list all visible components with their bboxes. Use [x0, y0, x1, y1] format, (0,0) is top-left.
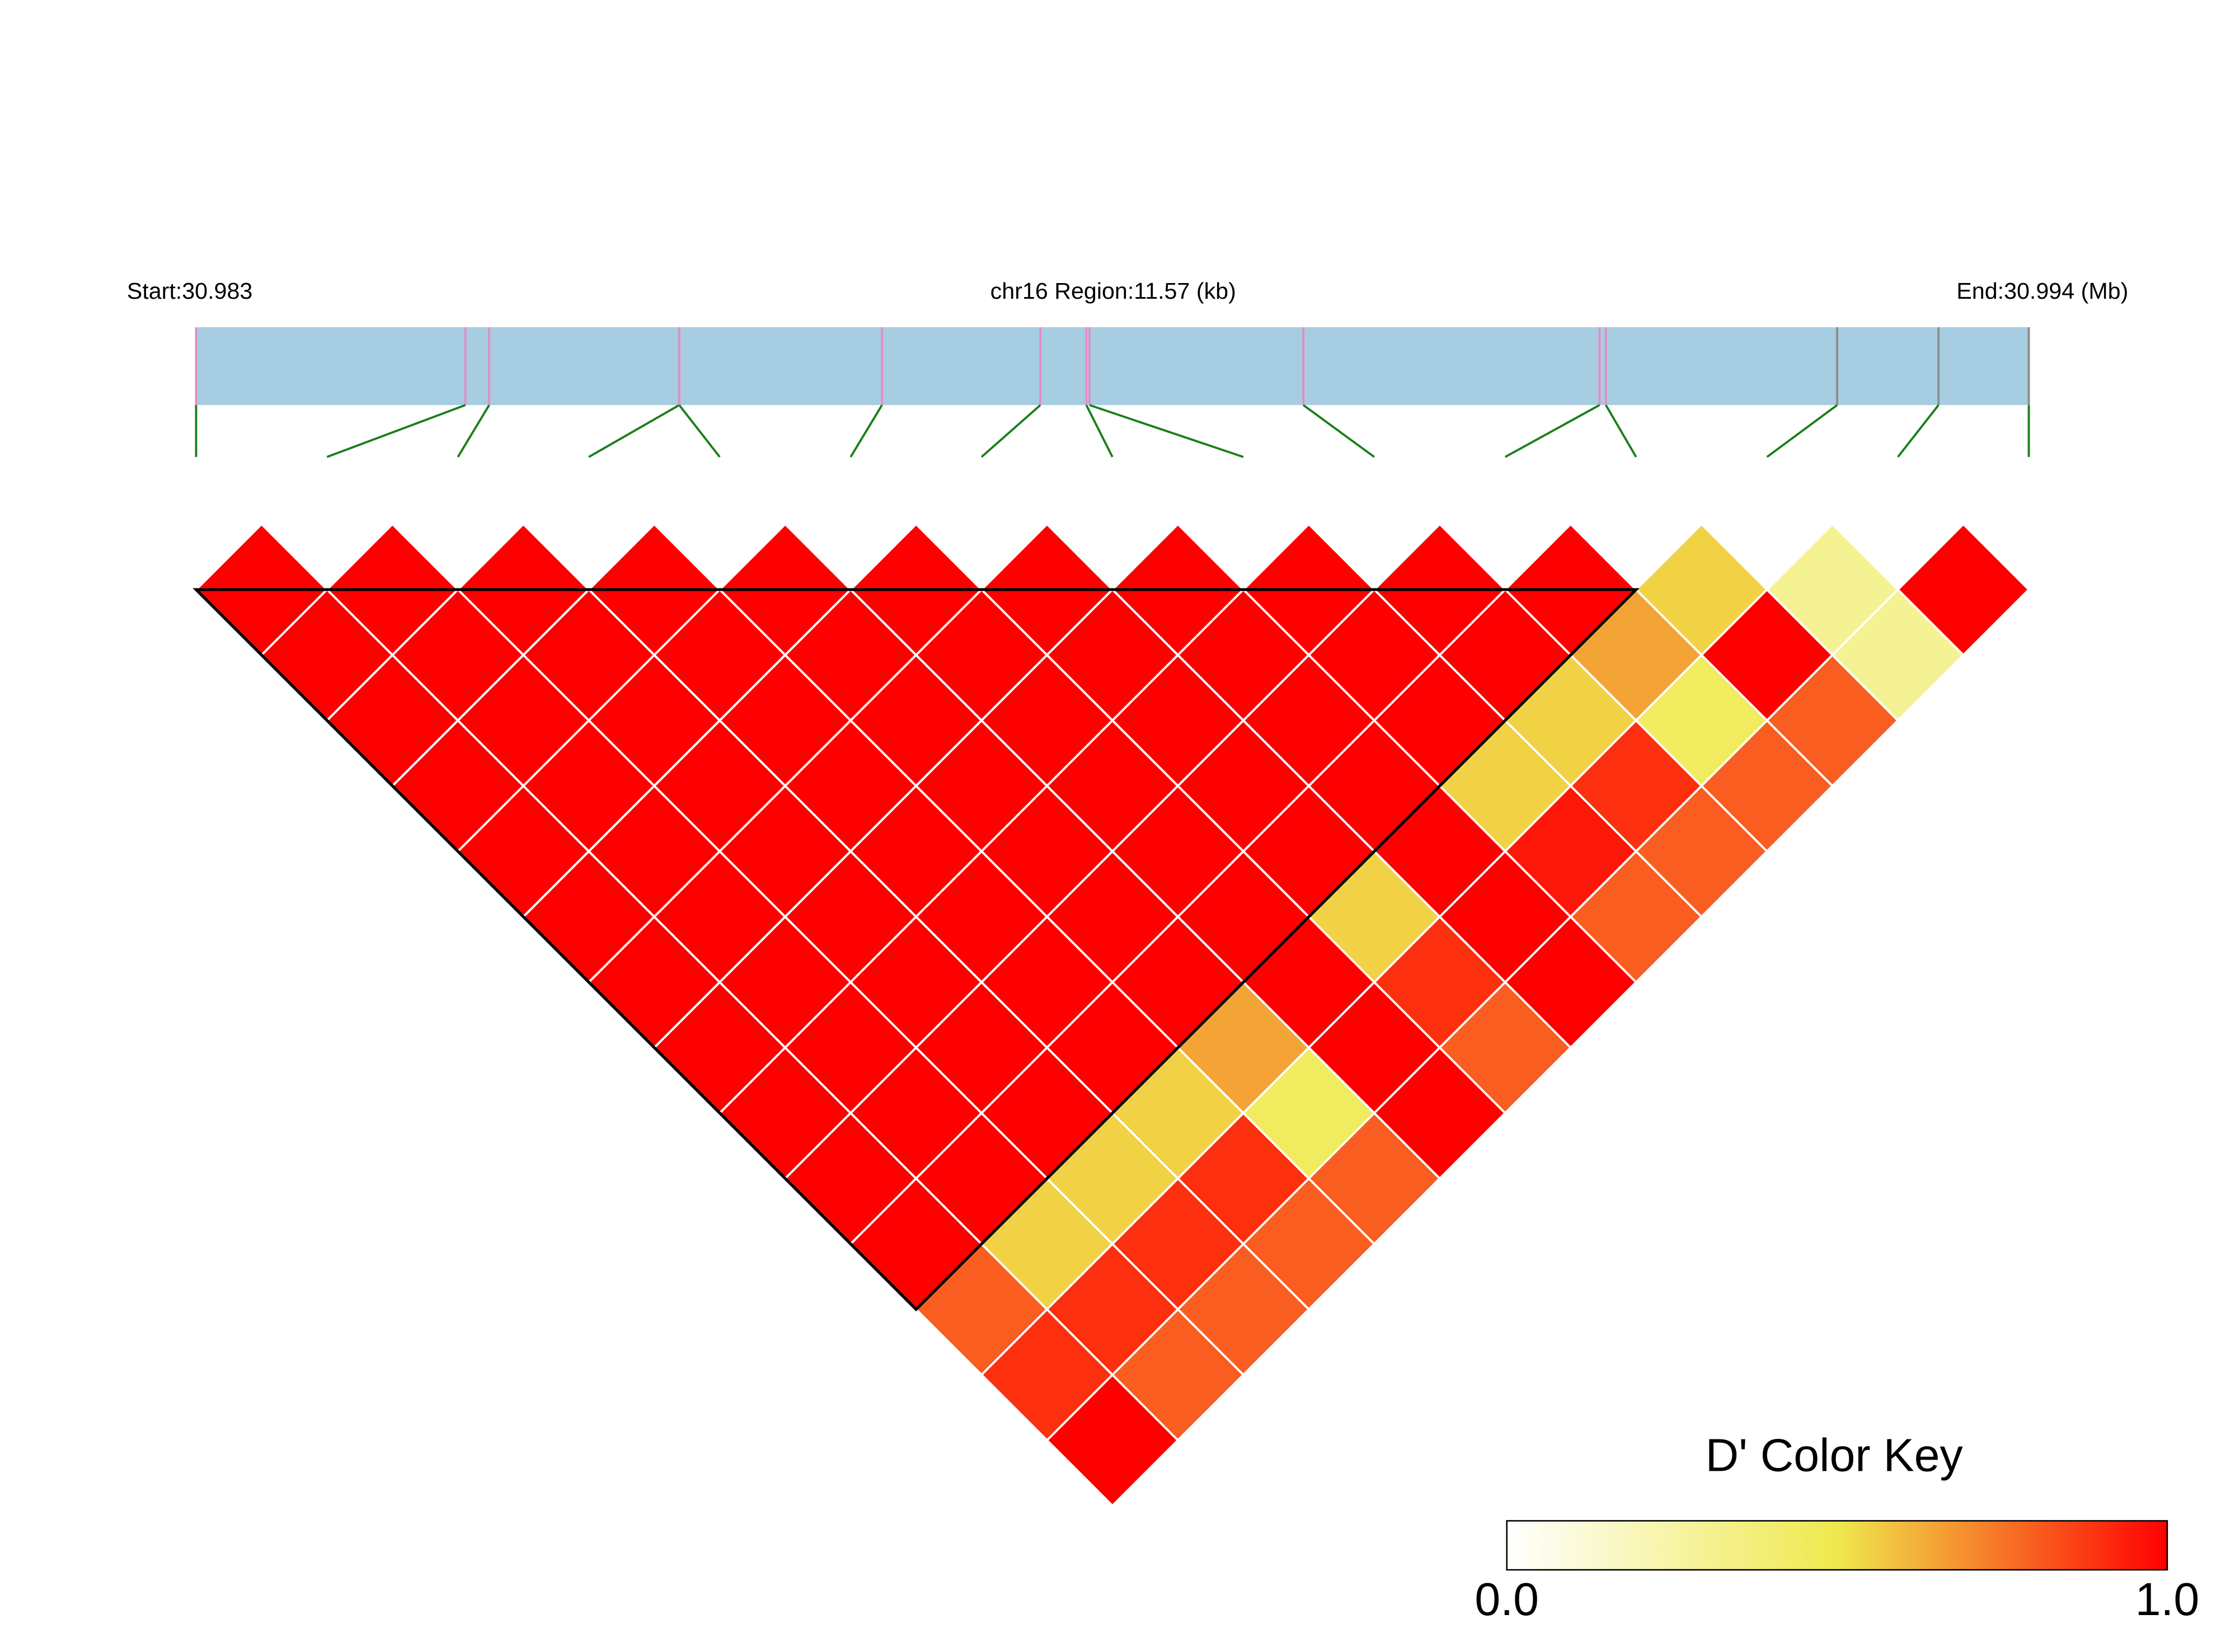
snp-connector: [326, 404, 466, 458]
snp-connector: [1605, 404, 1637, 458]
ld-block-outline: [192, 588, 1640, 1312]
start-label: Start:30.983: [127, 278, 253, 304]
region-label: chr16 Region:11.57 (kb): [990, 278, 1236, 304]
ld-cell: [1896, 523, 2031, 657]
snp-connector: [457, 404, 490, 458]
snp-connector: [1897, 404, 1940, 458]
snp-connector: [1504, 404, 1600, 458]
snp-connector: [678, 404, 721, 458]
color-key-tick-label: 0.0: [1475, 1574, 1539, 1625]
color-key-bar: [1506, 1520, 2168, 1571]
color-key-tick-label: 1.0: [2135, 1574, 2200, 1625]
snp-connector: [980, 404, 1041, 458]
color-key-title: D' Color Key: [1706, 1429, 1964, 1481]
snp-connector: [1766, 404, 1838, 458]
snp-connector: [1085, 404, 1114, 458]
snp-connector: [1089, 404, 1244, 458]
snp-connector: [1302, 404, 1375, 458]
region-bar: [196, 327, 2029, 406]
snp-connector: [849, 404, 883, 458]
end-label: End:30.994 (Mb): [1956, 278, 2128, 304]
snp-connector: [588, 404, 680, 458]
